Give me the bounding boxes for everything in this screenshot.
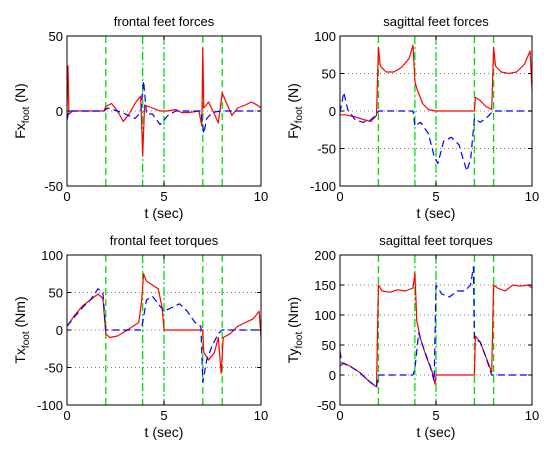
- y-tick-label: 50: [322, 338, 336, 353]
- x-tick-label: 5: [160, 408, 167, 423]
- series-line-1: [340, 44, 532, 123]
- x-tick-label: 0: [63, 408, 70, 423]
- chart-title: sagittal feet torques: [379, 233, 493, 248]
- y-axis-label: Txfoot (Nm): [12, 296, 32, 363]
- plot-contents: [67, 255, 261, 405]
- y-tick-label: -50: [44, 179, 63, 194]
- chart-title: frontal feet forces: [114, 14, 215, 29]
- y-tick-label: 50: [49, 286, 63, 301]
- series-line-1: [67, 273, 261, 375]
- x-tick-label: 10: [525, 408, 539, 423]
- y-tick-label: 50: [322, 67, 336, 82]
- x-axis-label: t (sec): [417, 424, 456, 440]
- x-tick-label: 5: [160, 189, 167, 204]
- x-tick-label: 5: [432, 189, 439, 204]
- y-tick-label: -100: [310, 179, 336, 194]
- series-line-2: [67, 288, 261, 384]
- subplot-2: 0 5 10 -100 -50 0 50 100 sagittal feet forces t (…: [285, 14, 539, 221]
- series-line-2: [340, 91, 532, 172]
- x-tick-label: 0: [336, 408, 343, 423]
- y-axis-label: Fxfoot (N): [12, 83, 32, 139]
- x-tick-label: 10: [254, 408, 268, 423]
- y-tick-label: 100: [314, 308, 336, 323]
- y-tick-label: 100: [314, 29, 336, 44]
- y-tick-label: -50: [44, 361, 63, 376]
- y-tick-label: 200: [314, 248, 336, 263]
- y-tick-label: 50: [49, 29, 63, 44]
- series-line-2: [340, 266, 532, 388]
- chart-title: sagittal feet forces: [383, 14, 489, 29]
- plot-contents: [67, 36, 261, 186]
- plot-contents: [340, 36, 532, 186]
- x-tick-label: 10: [254, 189, 268, 204]
- x-axis-label: t (sec): [145, 205, 184, 221]
- y-tick-label: 0: [56, 323, 63, 338]
- chart-title: frontal feet torques: [110, 233, 219, 248]
- y-tick-label: 100: [41, 248, 63, 263]
- x-tick-label: 5: [432, 408, 439, 423]
- y-tick-label: 150: [314, 278, 336, 293]
- y-axis-label: Fyfoot (N): [285, 83, 305, 139]
- subplot-3: 0 5 10 -100 -50 0 50 100 frontal feet torques t (…: [12, 233, 268, 440]
- x-tick-label: 0: [63, 189, 70, 204]
- y-tick-label: 0: [56, 104, 63, 119]
- y-tick-label: 0: [329, 104, 336, 119]
- plot-contents: [340, 255, 532, 405]
- series-line-2: [67, 80, 261, 135]
- y-axis-label: Tyfoot (Nm): [285, 297, 305, 363]
- y-tick-label: -50: [317, 142, 336, 157]
- x-tick-label: 0: [336, 189, 343, 204]
- x-axis-label: t (sec): [145, 424, 184, 440]
- x-tick-label: 10: [525, 189, 539, 204]
- y-tick-label: -50: [317, 398, 336, 413]
- y-tick-label: 0: [329, 368, 336, 383]
- y-tick-label: -100: [37, 398, 63, 413]
- x-axis-label: t (sec): [417, 205, 456, 221]
